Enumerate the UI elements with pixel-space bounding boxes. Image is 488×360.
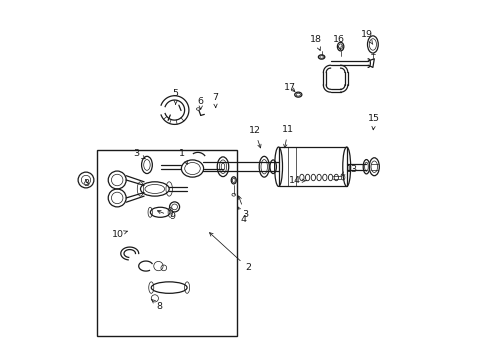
Text: 6: 6 xyxy=(197,96,203,109)
Text: 9: 9 xyxy=(157,211,175,221)
Text: 18: 18 xyxy=(309,35,321,50)
Text: 7: 7 xyxy=(212,93,218,108)
Text: 5: 5 xyxy=(172,89,178,104)
Text: 13: 13 xyxy=(340,165,357,175)
Bar xyxy=(278,147,346,186)
Text: 17: 17 xyxy=(284,83,296,92)
Text: 3: 3 xyxy=(83,179,89,188)
Text: 16: 16 xyxy=(332,35,344,50)
Text: 14: 14 xyxy=(288,176,305,185)
Text: 11: 11 xyxy=(282,125,294,148)
Text: 19: 19 xyxy=(360,30,372,44)
Text: 3: 3 xyxy=(133,149,145,159)
Text: 10: 10 xyxy=(112,230,127,239)
Text: 15: 15 xyxy=(367,114,380,130)
Bar xyxy=(97,149,237,336)
Text: 2: 2 xyxy=(209,233,250,273)
Text: 4: 4 xyxy=(237,207,246,224)
Text: 1: 1 xyxy=(179,149,187,164)
Text: 3: 3 xyxy=(238,196,248,219)
Text: 8: 8 xyxy=(151,299,162,311)
Text: 12: 12 xyxy=(248,126,261,148)
